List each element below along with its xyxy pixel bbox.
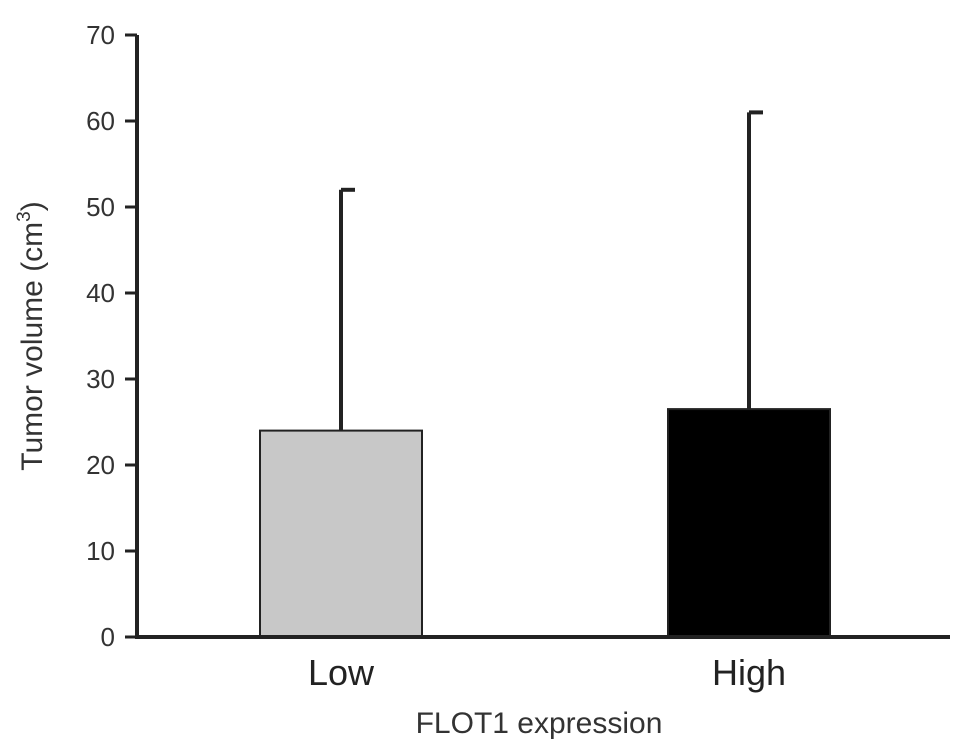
category-labels: Low High: [308, 652, 786, 693]
y-tick-label: 60: [86, 106, 115, 136]
y-axis-title-text: Tumor volume (cm: [16, 222, 49, 471]
y-tick-label: 30: [86, 364, 115, 394]
y-tick-label: 40: [86, 278, 115, 308]
bars: [259, 408, 831, 638]
y-axis-title-close: ): [16, 201, 49, 211]
bar-high: [667, 408, 831, 638]
y-axis-title: Tumor volume (cm3): [14, 201, 49, 471]
y-axis-ticks: 0 10 20 30 40 50 60 70: [86, 20, 137, 652]
y-tick-label: 10: [86, 536, 115, 566]
y-tick-label: 50: [86, 192, 115, 222]
y-axis-title-superscript: 3: [14, 211, 35, 222]
bar-low: [259, 429, 423, 638]
x-axis-title: FLOT1 expression: [416, 707, 663, 740]
error-bars: [339, 110, 763, 431]
y-tick-label: 0: [101, 622, 115, 652]
y-tick-label: 20: [86, 450, 115, 480]
x-category-label: High: [712, 652, 786, 693]
x-category-label: Low: [308, 652, 375, 693]
y-tick-label: 70: [86, 20, 115, 50]
